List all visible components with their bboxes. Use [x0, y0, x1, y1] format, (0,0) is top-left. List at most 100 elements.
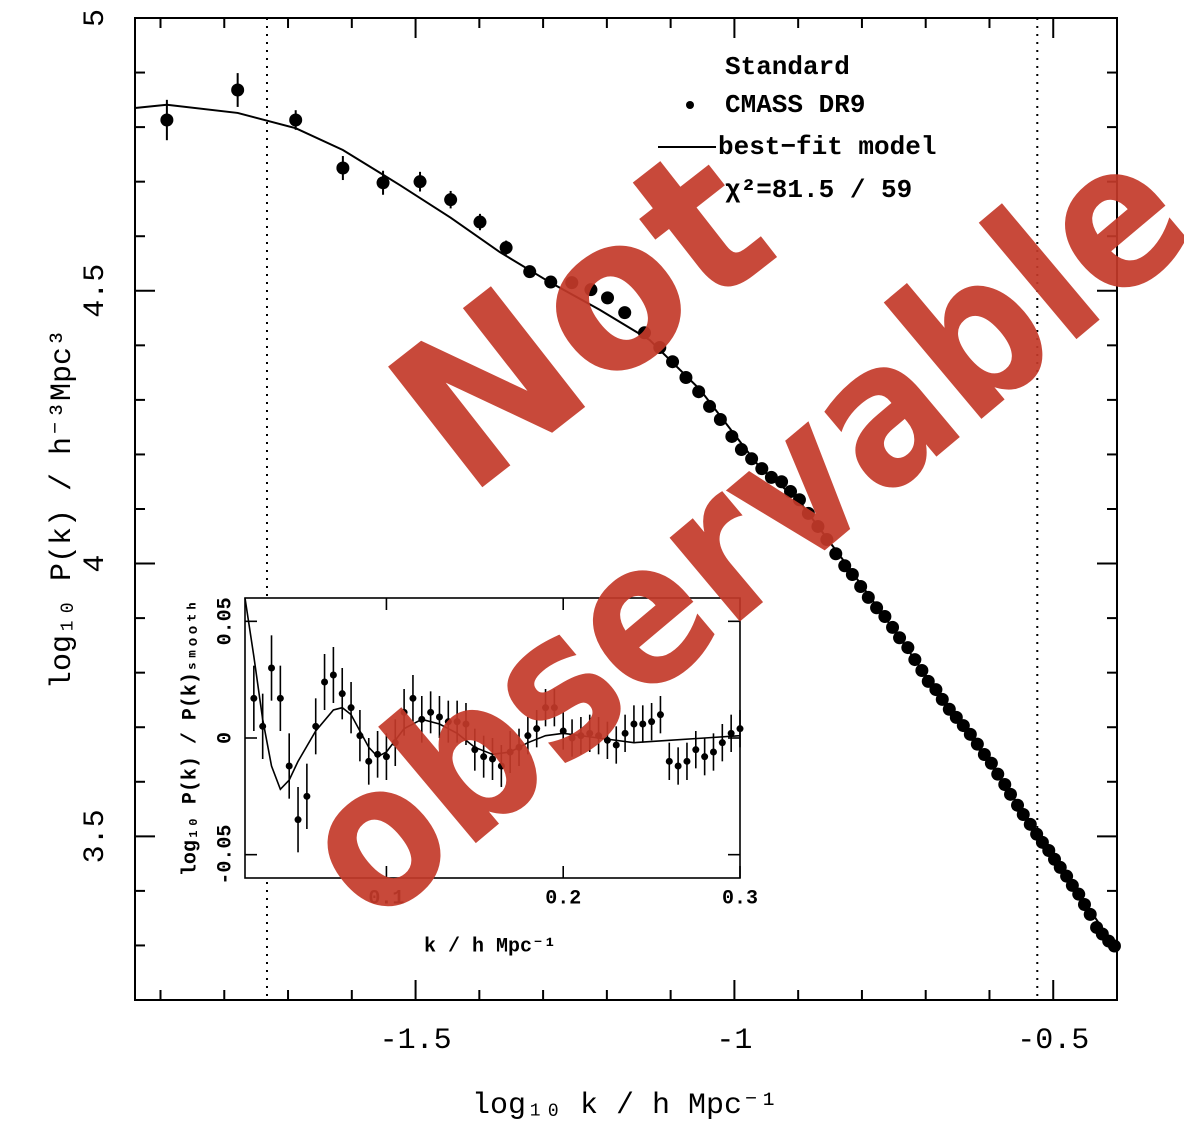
- y-tick-label: 0: [214, 732, 237, 744]
- data-point: [565, 276, 579, 290]
- data-point: [970, 737, 984, 751]
- data-point: [709, 748, 717, 756]
- data-point: [674, 762, 682, 770]
- data-point: [285, 762, 293, 770]
- model-line: [244, 597, 741, 791]
- y-tick-label: 4.5: [79, 264, 113, 318]
- data-point: [775, 475, 789, 489]
- data-point: [365, 757, 373, 765]
- data-point: [679, 371, 693, 385]
- y-axis-label: log₁₀ P(k) / P(k)ₛₘₒₒₜₕ: [179, 600, 202, 876]
- x-tick-label: -1.5: [380, 1024, 452, 1058]
- data-point: [550, 704, 558, 712]
- data-point: [963, 727, 977, 741]
- data-point: [276, 694, 284, 702]
- data-point: [784, 485, 798, 499]
- data-point: [444, 718, 452, 726]
- legend-swatch: [686, 101, 694, 109]
- data-point: [413, 175, 427, 189]
- data-point: [692, 746, 700, 754]
- y-axis-label: log₁₀ P(k) / h⁻³Mpc³: [46, 329, 80, 689]
- data-point: [409, 694, 417, 702]
- data-point: [289, 113, 303, 127]
- plot-area: [244, 597, 744, 853]
- data-point: [160, 113, 174, 127]
- y-tick-label: 3.5: [79, 809, 113, 863]
- data-point: [462, 720, 470, 728]
- data-point: [480, 753, 488, 761]
- data-point: [336, 161, 350, 175]
- data-point: [473, 215, 487, 229]
- y-tick-label: 5: [79, 9, 113, 27]
- data-point: [637, 326, 651, 340]
- data-point: [338, 690, 346, 698]
- data-point: [499, 241, 513, 255]
- data-point: [612, 741, 620, 749]
- axes-frame: [244, 597, 741, 879]
- data-point: [321, 678, 329, 686]
- data-point: [584, 283, 598, 297]
- legend-label: best−fit model: [718, 132, 936, 162]
- axes-frame: [134, 17, 1118, 1001]
- annotation: χ²=81.5 / 59: [725, 175, 912, 205]
- data-point: [347, 704, 355, 712]
- data-point: [453, 718, 461, 726]
- data-point: [489, 755, 496, 763]
- model-line: [134, 103, 1118, 950]
- data-point: [435, 713, 443, 721]
- data-point: [400, 708, 408, 716]
- data-point: [665, 757, 673, 765]
- data-point: [524, 732, 532, 740]
- data-point: [542, 704, 550, 712]
- data-point: [391, 739, 399, 747]
- data-point: [1083, 907, 1097, 921]
- x-tick-label: 0.2: [545, 887, 581, 910]
- x-tick-label: -0.5: [1017, 1024, 1089, 1058]
- y-tick-label: 4: [79, 555, 113, 573]
- y-tick-label: 0.05: [214, 597, 237, 645]
- data-point: [376, 176, 390, 190]
- data-point: [984, 756, 998, 770]
- legend-label: CMASS DR9: [725, 90, 865, 120]
- data-point: [653, 341, 667, 355]
- data-point: [639, 720, 647, 728]
- data-point: [713, 413, 727, 427]
- data-point: [683, 757, 691, 765]
- data-point: [329, 671, 337, 679]
- x-axis-label: k / h Mpc⁻¹: [424, 935, 556, 958]
- data-point: [382, 753, 390, 761]
- data-point: [703, 399, 717, 413]
- data-point: [792, 493, 806, 507]
- plot-area: [134, 18, 1121, 1000]
- data-point: [268, 664, 276, 672]
- data-point: [829, 547, 843, 561]
- legend-title: Standard: [725, 52, 850, 82]
- data-point: [701, 753, 709, 761]
- data-point: [533, 725, 541, 733]
- data-point: [725, 429, 739, 443]
- data-point: [618, 306, 632, 320]
- y-tick-label: -0.05: [214, 825, 237, 885]
- x-tick-label: -1: [716, 1024, 752, 1058]
- data-point: [621, 729, 629, 737]
- x-axis-label: log₁₀ k / h Mpc⁻¹: [472, 1089, 778, 1123]
- data-point: [656, 711, 664, 719]
- data-point: [497, 762, 505, 770]
- data-point: [303, 792, 311, 800]
- data-point: [648, 718, 656, 726]
- data-point: [427, 708, 435, 716]
- data-point: [231, 83, 245, 97]
- x-tick-label: 0.1: [368, 887, 404, 910]
- data-point: [718, 739, 726, 747]
- data-point: [294, 816, 302, 824]
- data-point: [444, 193, 458, 207]
- data-point: [692, 385, 706, 399]
- data-point: [250, 694, 258, 702]
- data-point: [559, 727, 567, 735]
- x-tick-label: 0.3: [722, 887, 758, 910]
- data-point: [630, 720, 638, 728]
- data-point: [838, 559, 852, 573]
- data-point: [727, 729, 735, 737]
- data-point: [601, 291, 615, 305]
